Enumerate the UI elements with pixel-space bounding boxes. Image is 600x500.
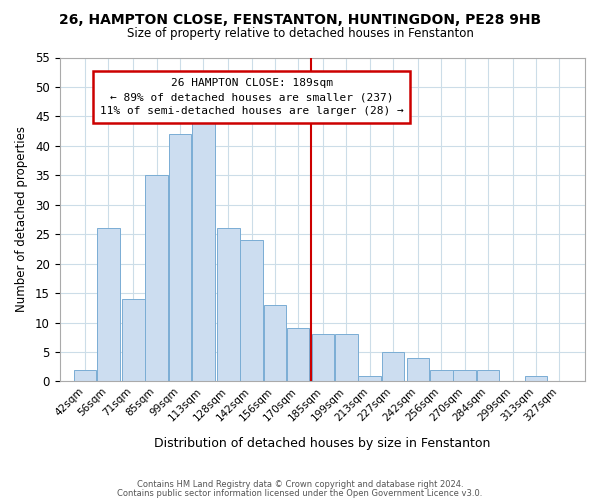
Bar: [312, 334, 334, 382]
Bar: [192, 122, 215, 382]
Bar: [74, 370, 97, 382]
Bar: [97, 228, 120, 382]
Text: Contains HM Land Registry data © Crown copyright and database right 2024.: Contains HM Land Registry data © Crown c…: [137, 480, 463, 489]
Bar: [263, 305, 286, 382]
X-axis label: Distribution of detached houses by size in Fenstanton: Distribution of detached houses by size …: [154, 437, 490, 450]
Bar: [335, 334, 358, 382]
Bar: [169, 134, 191, 382]
Bar: [240, 240, 263, 382]
Bar: [407, 358, 429, 382]
Bar: [453, 370, 476, 382]
Bar: [476, 370, 499, 382]
Bar: [525, 376, 547, 382]
Text: 26, HAMPTON CLOSE, FENSTANTON, HUNTINGDON, PE28 9HB: 26, HAMPTON CLOSE, FENSTANTON, HUNTINGDO…: [59, 12, 541, 26]
Bar: [145, 176, 168, 382]
Y-axis label: Number of detached properties: Number of detached properties: [15, 126, 28, 312]
Bar: [217, 228, 239, 382]
Bar: [430, 370, 452, 382]
Text: Contains public sector information licensed under the Open Government Licence v3: Contains public sector information licen…: [118, 488, 482, 498]
Bar: [287, 328, 310, 382]
Bar: [122, 299, 145, 382]
Text: Size of property relative to detached houses in Fenstanton: Size of property relative to detached ho…: [127, 28, 473, 40]
Text: 26 HAMPTON CLOSE: 189sqm
← 89% of detached houses are smaller (237)
11% of semi-: 26 HAMPTON CLOSE: 189sqm ← 89% of detach…: [100, 78, 403, 116]
Bar: [382, 352, 404, 382]
Bar: [358, 376, 381, 382]
